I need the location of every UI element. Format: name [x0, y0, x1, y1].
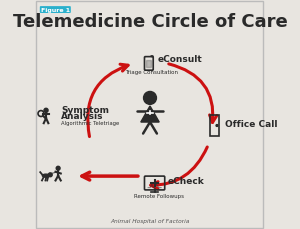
Circle shape — [144, 92, 156, 105]
Text: Analysis: Analysis — [61, 111, 104, 120]
Text: Algorithmic Teletriage: Algorithmic Teletriage — [61, 121, 120, 126]
Circle shape — [216, 125, 218, 127]
Bar — [146, 61, 151, 67]
Text: Triage Consultation: Triage Consultation — [125, 70, 178, 75]
Text: Telemedicine Circle of Care: Telemedicine Circle of Care — [13, 13, 287, 30]
Text: Symptom: Symptom — [61, 105, 110, 114]
Circle shape — [44, 109, 48, 113]
Text: Figure 1: Figure 1 — [41, 8, 70, 13]
Text: eCheck: eCheck — [167, 176, 204, 185]
Circle shape — [56, 166, 60, 170]
Text: Animal Hospital of Factoria: Animal Hospital of Factoria — [110, 218, 190, 223]
Bar — [210, 116, 219, 136]
Text: Office Call: Office Call — [225, 119, 277, 128]
Text: eConsult: eConsult — [158, 55, 202, 64]
Circle shape — [48, 173, 52, 177]
Polygon shape — [141, 106, 159, 123]
Text: Remote Followups: Remote Followups — [134, 193, 184, 198]
Ellipse shape — [42, 174, 50, 177]
